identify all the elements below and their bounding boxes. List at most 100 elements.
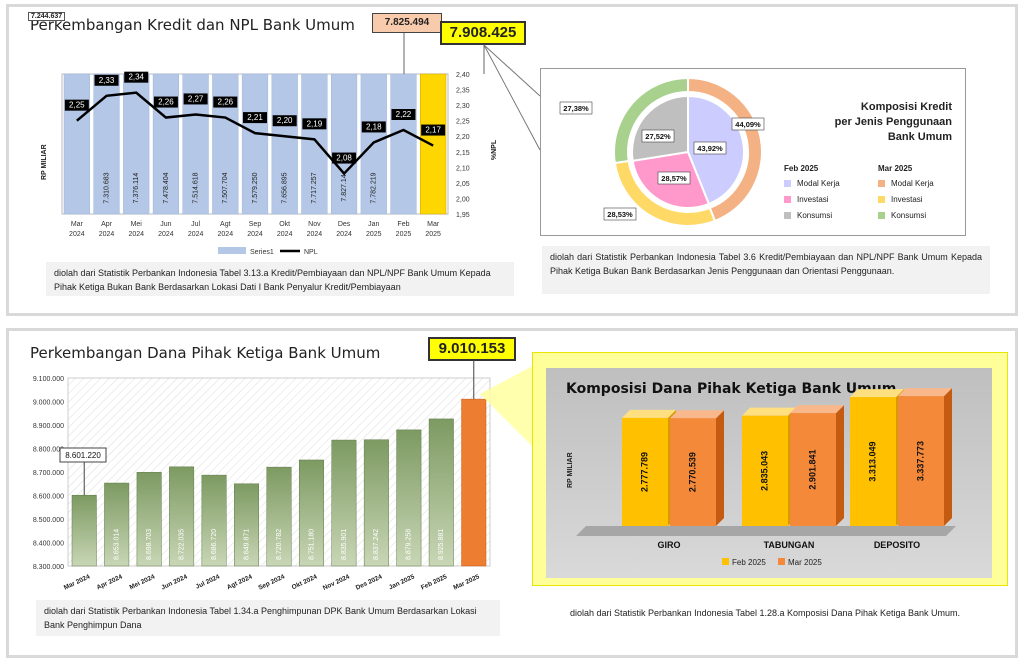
dpk-x-tick-label: Mar 2024 bbox=[63, 573, 92, 591]
npl-label-bg bbox=[332, 152, 357, 164]
inner-slice-label: 28,57% bbox=[661, 174, 687, 183]
floor bbox=[576, 526, 956, 536]
credit-bar-label: 7.717.257 bbox=[311, 172, 318, 203]
y2-tick-label: 2,25 bbox=[456, 119, 470, 126]
bar-side bbox=[836, 405, 844, 526]
dpk-bar-label: 8.686.720 bbox=[211, 529, 218, 560]
legend-mar-label: Mar 2025 bbox=[788, 558, 822, 567]
credit-bar bbox=[241, 73, 269, 215]
npl-label-bg bbox=[243, 112, 267, 124]
credit-bar bbox=[63, 73, 90, 215]
dpk-source-note: diolah dari Statistik Perbankan Indonesi… bbox=[36, 600, 500, 636]
dpk-x-tick-label: Mar 2025 bbox=[452, 573, 481, 591]
x-tick-month: Mar bbox=[71, 221, 84, 228]
credit-bar bbox=[420, 73, 447, 215]
x-tick-month: Jun bbox=[160, 221, 171, 228]
dpk-x-tick-label: Jul 2024 bbox=[195, 573, 222, 590]
slice-label-bg bbox=[559, 101, 593, 115]
x-tick-year: 2025 bbox=[396, 231, 412, 238]
x-tick-month: Jul bbox=[191, 221, 200, 228]
npl-point-label: 2,27 bbox=[188, 94, 204, 103]
composition-bar-label: 2.777.789 bbox=[639, 452, 649, 492]
credit-bar-label: 7.507.704 bbox=[222, 172, 229, 203]
slice-label-bg bbox=[641, 129, 675, 143]
npl-point-label: 2,34 bbox=[128, 73, 144, 82]
npl-label-bg bbox=[153, 96, 178, 108]
dpk-bar-label: 8.720.782 bbox=[276, 529, 283, 560]
inner-slice-label: 43,92% bbox=[697, 144, 723, 153]
x-tick-month: Sep bbox=[249, 221, 262, 228]
dpk-y-tick-label: 8.800.000 bbox=[33, 447, 64, 454]
x-tick-year: 2024 bbox=[69, 231, 85, 238]
npl-point-label: 2,33 bbox=[99, 76, 115, 85]
y2-tick-label: 2,30 bbox=[456, 103, 470, 110]
bar-top bbox=[742, 407, 796, 416]
dpk-bar bbox=[169, 466, 195, 567]
composition-bar bbox=[850, 397, 896, 526]
dpk-y-tick-label: 8.900.000 bbox=[33, 423, 64, 430]
legend-item: Konsumsi bbox=[878, 207, 934, 223]
dpk-y-tick-label: 8.600.000 bbox=[33, 494, 64, 501]
dpk-bar bbox=[201, 474, 227, 567]
dpk-composition-title: Komposisi Dana Pihak Ketiga Bank Umum bbox=[566, 381, 897, 397]
bar-side bbox=[716, 410, 724, 526]
y2-axis-title: %NPL bbox=[491, 139, 498, 160]
dpk-bar-label: 8.837.242 bbox=[373, 529, 380, 560]
npl-point-label: 2,22 bbox=[396, 110, 412, 119]
y2-tick-label: 2,20 bbox=[456, 134, 470, 141]
legend-mar-title: Mar 2025 bbox=[878, 164, 913, 173]
dpk-bar-label: 8.879.258 bbox=[406, 529, 413, 560]
credit-bar bbox=[301, 73, 328, 215]
outer-slice-label: 27,38% bbox=[563, 104, 589, 113]
credit-bar bbox=[123, 73, 150, 215]
x-tick-year: 2024 bbox=[247, 231, 263, 238]
legend-item: Modal Kerja bbox=[878, 175, 934, 191]
legend-feb-title: Feb 2025 bbox=[784, 164, 819, 173]
dpk-bar-label: 8.653.014 bbox=[114, 529, 121, 560]
mar-dpk-callout: 9.010.153 bbox=[428, 337, 516, 361]
dpk-composition-3d-bar: 2.777.789 2.770.539 GIRO 2.835.043 2.901.841… bbox=[567, 388, 956, 567]
y2-tick-label: 1,95 bbox=[456, 212, 470, 219]
x-tick-year: 2024 bbox=[307, 231, 323, 238]
composition-category-label: TABUNGAN bbox=[764, 540, 815, 550]
x-tick-month: Mei bbox=[131, 221, 143, 228]
composition-bar bbox=[670, 418, 716, 526]
legend-npl-label: NPL bbox=[304, 249, 318, 256]
legend-mar: Mar 2025 Modal Kerja Investasi Konsumsi bbox=[878, 164, 934, 223]
first-dpk-label-bg bbox=[59, 447, 107, 463]
dpk-bar bbox=[298, 459, 324, 567]
x-tick-month: Apr bbox=[101, 221, 113, 228]
dpk-bar bbox=[266, 466, 292, 567]
legend-feb: Feb 2025 Modal Kerja Investasi Konsumsi bbox=[784, 164, 840, 223]
dpk-bar-label: 8.751.180 bbox=[308, 529, 315, 560]
dpk-x-tick-label: Agt 2024 bbox=[226, 573, 254, 591]
y2-tick-label: 2,15 bbox=[456, 150, 470, 157]
dpk-y-tick-label: 8.500.000 bbox=[33, 517, 64, 524]
dpk-x-tick-label: Sep 2024 bbox=[257, 573, 286, 591]
y2-tick-label: 2,35 bbox=[456, 88, 470, 95]
composition-bar bbox=[790, 413, 836, 526]
x-tick-year: 2025 bbox=[425, 231, 441, 238]
npl-label-bg bbox=[272, 115, 297, 127]
dpk-x-tick-label: Okt 2024 bbox=[291, 573, 319, 591]
dpk-bar bbox=[331, 439, 357, 567]
credit-bar-label: 7.478.404 bbox=[163, 172, 170, 203]
dpk-x-tick-label: Feb 2025 bbox=[420, 573, 449, 591]
x-tick-month: Nov bbox=[308, 221, 321, 228]
npl-label-bg bbox=[302, 118, 327, 130]
x-tick-year: 2024 bbox=[218, 231, 234, 238]
composition-title-line2: per Jenis Penggunaan bbox=[834, 116, 952, 128]
legend-item: Investasi bbox=[784, 191, 840, 207]
npl-point-label: 2,18 bbox=[366, 122, 382, 131]
npl-point-label: 2,17 bbox=[425, 126, 441, 135]
first-credit-label: 7.244.637 bbox=[28, 12, 66, 21]
x-tick-year: 2024 bbox=[277, 231, 293, 238]
npl-point-label: 2,26 bbox=[158, 98, 174, 107]
y2-tick-label: 2,10 bbox=[456, 165, 470, 172]
bar-top bbox=[670, 410, 724, 419]
credit-composition-donut: 43,92% 28,57% 27,52% 44,09% 28,53% 27,38% bbox=[559, 76, 765, 227]
legend-item: Investasi bbox=[878, 191, 934, 207]
bar-top bbox=[622, 409, 676, 418]
credit-bar bbox=[330, 73, 358, 215]
dpk-x-tick-label: Des 2024 bbox=[355, 573, 384, 591]
